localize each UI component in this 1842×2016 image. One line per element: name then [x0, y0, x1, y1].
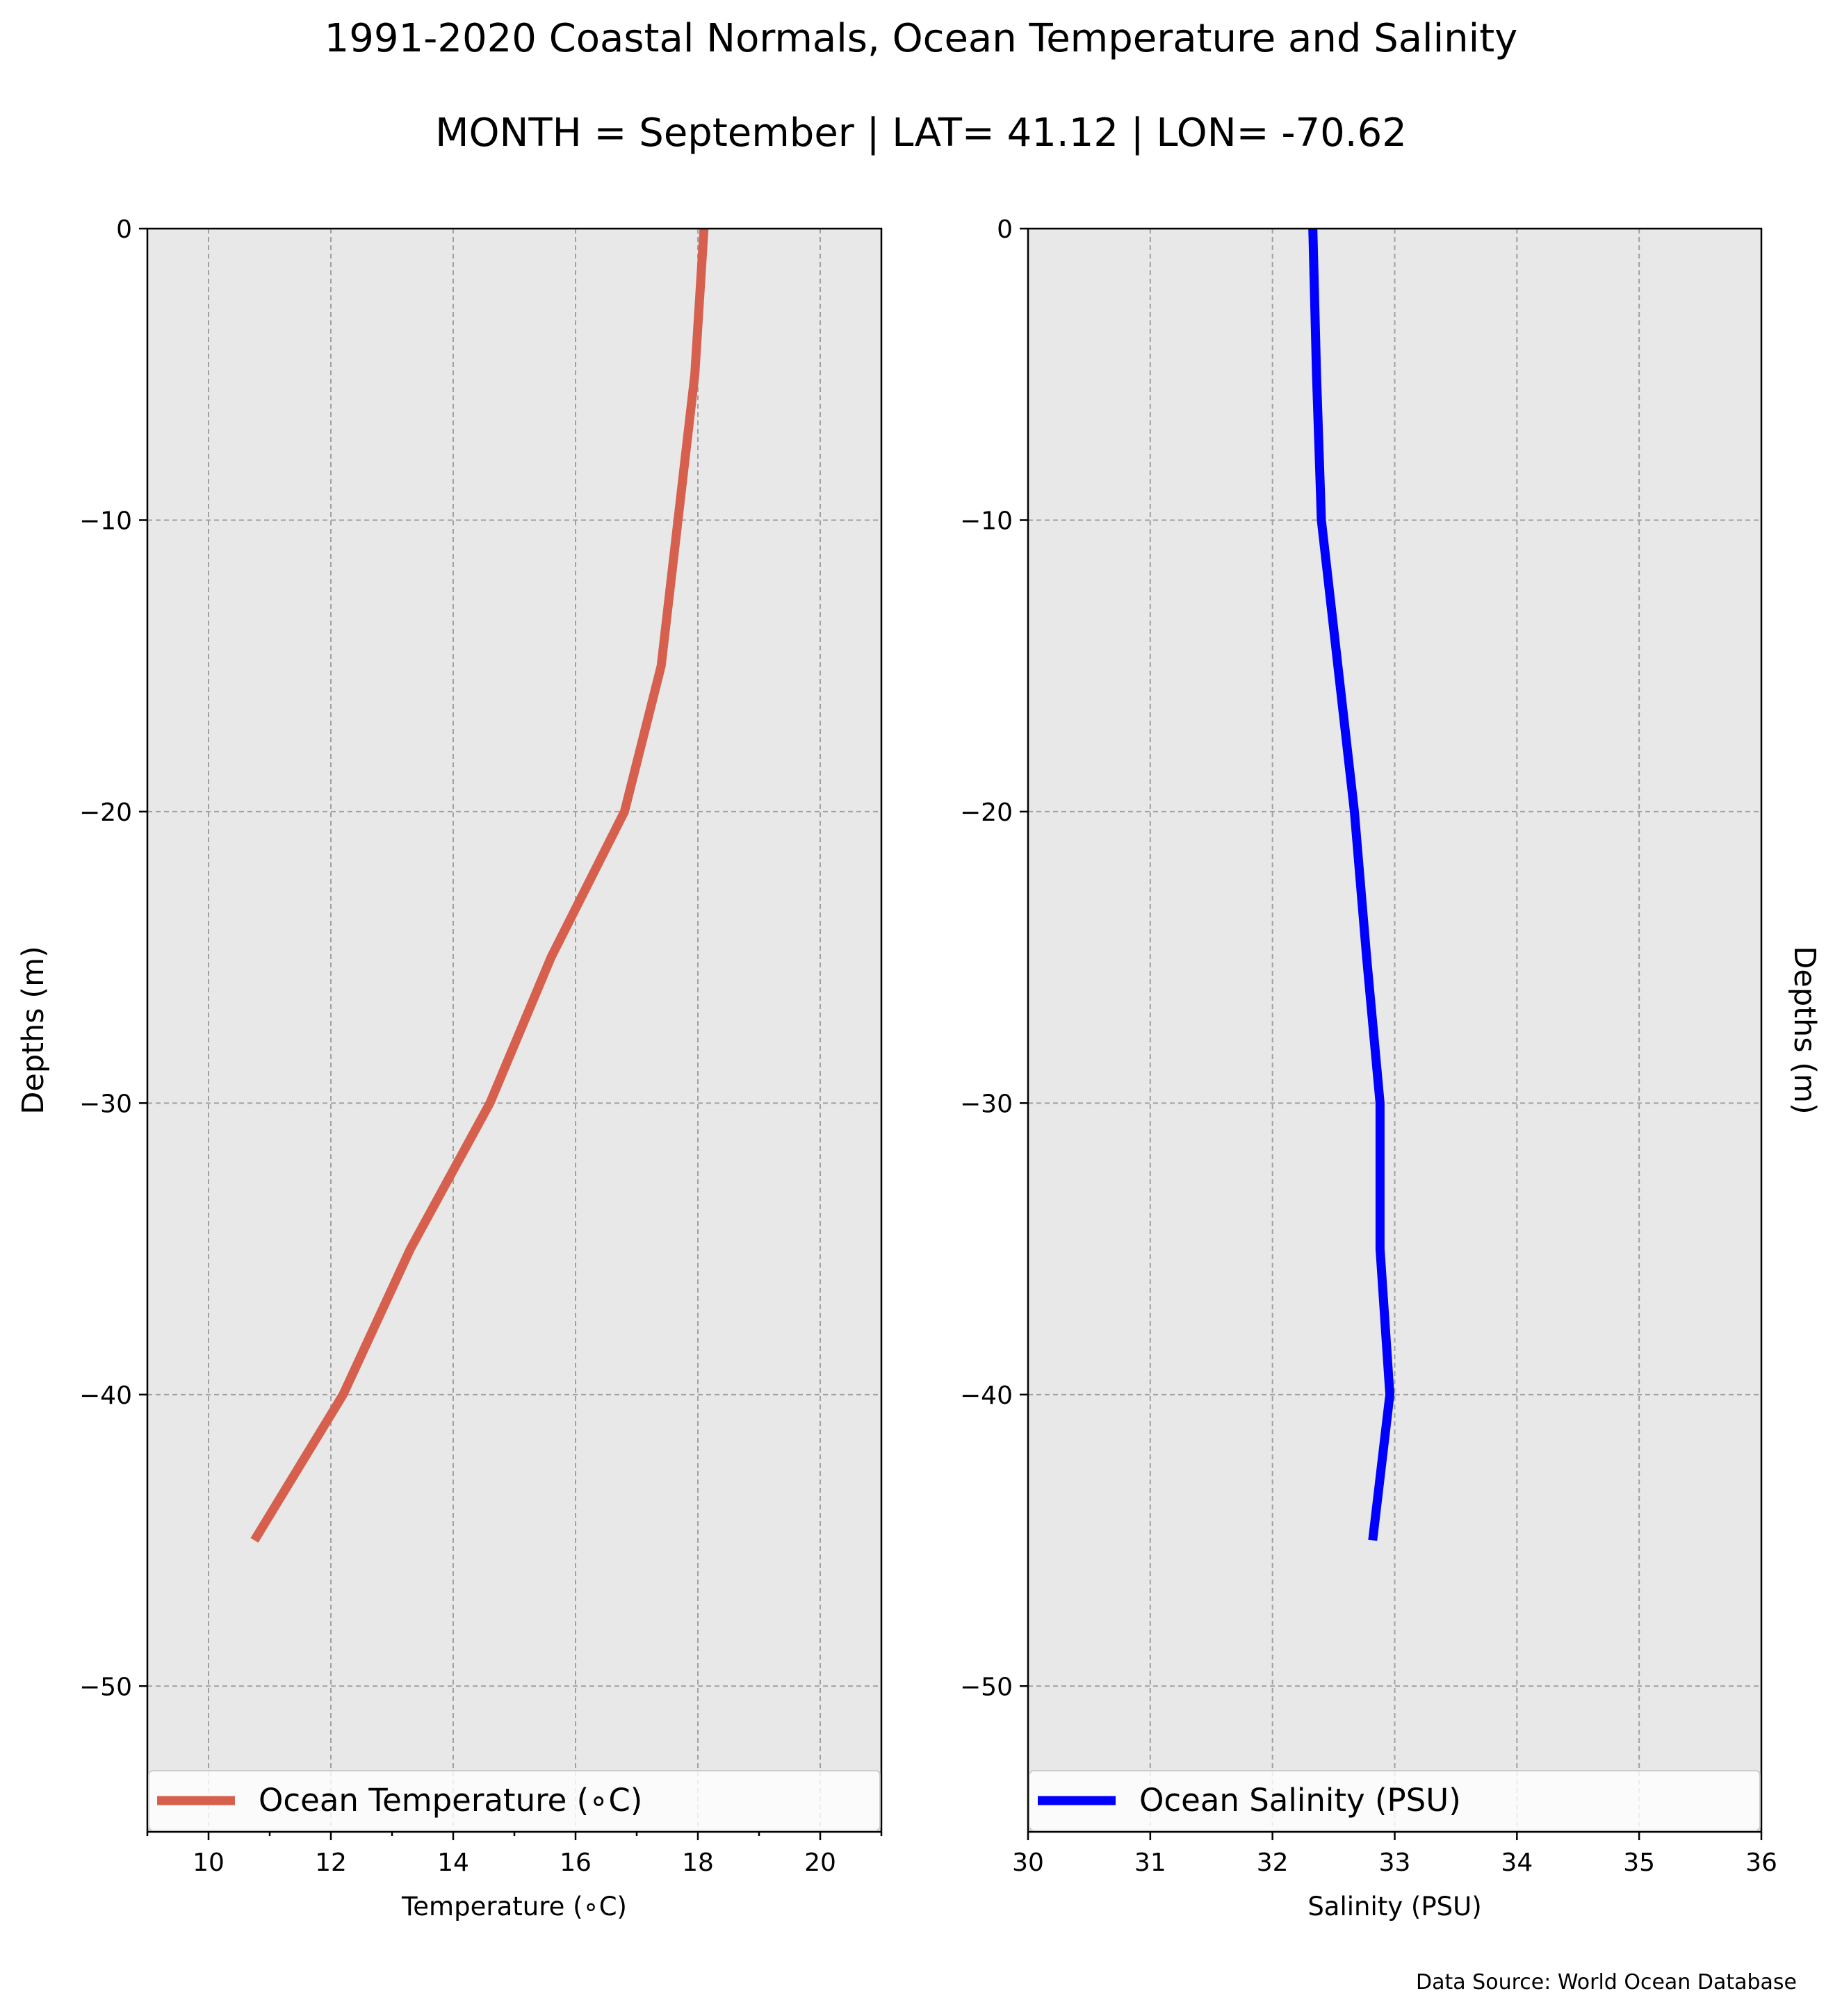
- salinity-panel: 30 31 32 33 34 35 36 0 −10 −20 −30 −40 −50 Salinity (…: [960, 215, 1822, 1921]
- temperature-xtick-label: 10: [193, 1849, 225, 1877]
- temperature-legend-label: Ocean Temperature (∘C): [259, 1782, 642, 1819]
- temperature-panel: 10 12 14 16 18 20 0 −10 −20 −30 −40 −50 Temperature …: [16, 215, 883, 1921]
- salinity-legend: Ocean Salinity (PSU): [1029, 1770, 1761, 1831]
- temperature-xtick-label: 18: [682, 1849, 714, 1877]
- temperature-ytick-label: −50: [79, 1673, 132, 1701]
- temperature-xaxis-label: Temperature (∘C): [401, 1892, 627, 1921]
- salinity-ytick-label: −20: [960, 798, 1013, 827]
- temperature-xtick-label: 16: [560, 1849, 592, 1877]
- salinity-xtick-label: 32: [1257, 1849, 1289, 1877]
- temperature-ytick-label: 0: [116, 215, 132, 244]
- salinity-xaxis-label: Salinity (PSU): [1307, 1892, 1481, 1921]
- temperature-ytick-label: −30: [79, 1090, 132, 1118]
- temperature-yaxis-label: Depths (m): [16, 946, 51, 1114]
- salinity-legend-label: Ocean Salinity (PSU): [1139, 1782, 1461, 1819]
- temperature-ytick-label: −20: [79, 798, 132, 827]
- salinity-xtick-label: 35: [1623, 1849, 1655, 1877]
- salinity-ytick-label: −30: [960, 1090, 1013, 1118]
- temperature-xtick-label: 20: [804, 1849, 836, 1877]
- salinity-yaxis-label: Depths (m): [1787, 946, 1822, 1114]
- temperature-xtick-label: 14: [437, 1849, 469, 1877]
- salinity-ytick-label: 0: [997, 215, 1013, 244]
- salinity-xtick-label: 31: [1134, 1849, 1166, 1877]
- salinity-xtick-label: 34: [1501, 1849, 1533, 1877]
- salinity-ytick-label: −10: [960, 507, 1013, 535]
- chart-title-line-1: 1991-2020 Coastal Normals, Ocean Tempera…: [325, 16, 1518, 61]
- temperature-xtick-label: 12: [315, 1849, 347, 1877]
- temperature-legend: Ocean Temperature (∘C): [148, 1770, 881, 1831]
- temperature-ytick-label: −10: [79, 507, 132, 535]
- data-source-note: Data Source: World Ocean Database: [1416, 1970, 1797, 1994]
- temperature-ytick-label: −40: [79, 1382, 132, 1410]
- salinity-ytick-label: −50: [960, 1673, 1013, 1701]
- salinity-xtick-label: 30: [1012, 1849, 1044, 1877]
- salinity-series-line: [1308, 228, 1394, 1541]
- salinity-xtick-label: 33: [1379, 1849, 1411, 1877]
- salinity-legend-box: [1029, 1770, 1761, 1831]
- temperature-plot-background: [147, 229, 881, 1832]
- temperature-series-line: [250, 228, 709, 1543]
- temperature-legend-box: [148, 1770, 881, 1831]
- salinity-xtick-label: 36: [1745, 1849, 1777, 1877]
- chart-title-line-2: MONTH = September | LAT= 41.12 | LON= -7…: [435, 110, 1407, 156]
- salinity-ytick-label: −40: [960, 1382, 1013, 1410]
